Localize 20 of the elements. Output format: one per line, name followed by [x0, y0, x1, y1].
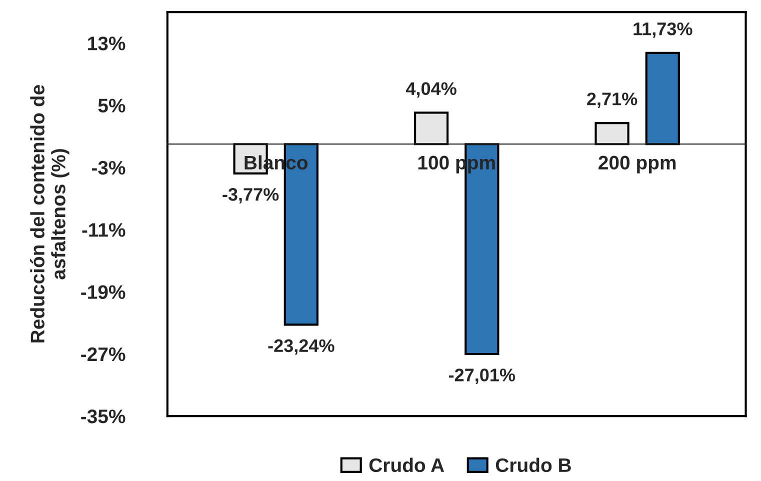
y-tick-label: -3%: [92, 160, 126, 175]
y-tick-label: 5%: [98, 98, 126, 112]
data-label: -27,01%: [448, 368, 516, 384]
data-label: 11,73%: [634, 22, 692, 38]
legend-label: Crudo A: [369, 458, 444, 472]
data-label: 4,04%: [406, 82, 456, 98]
bar: [414, 112, 449, 146]
y-tick-label: -27%: [81, 347, 126, 362]
y-tick-label: -19%: [81, 285, 126, 299]
y-tick-label: -35%: [81, 410, 126, 424]
x-tick-label: 200 ppm: [598, 156, 676, 174]
data-label: 2,71%: [587, 92, 638, 108]
bar: [645, 52, 680, 146]
bar: [594, 122, 630, 146]
y-tick-label: 13%: [88, 36, 126, 50]
y-tick-label: -11%: [82, 223, 126, 237]
legend-label: Crudo B: [496, 458, 571, 472]
data-label: -3,77%: [222, 188, 279, 204]
y-axis-title: Reducción del contenido de asfaltenos (%): [30, 85, 70, 342]
data-label: -23,24%: [268, 339, 334, 355]
